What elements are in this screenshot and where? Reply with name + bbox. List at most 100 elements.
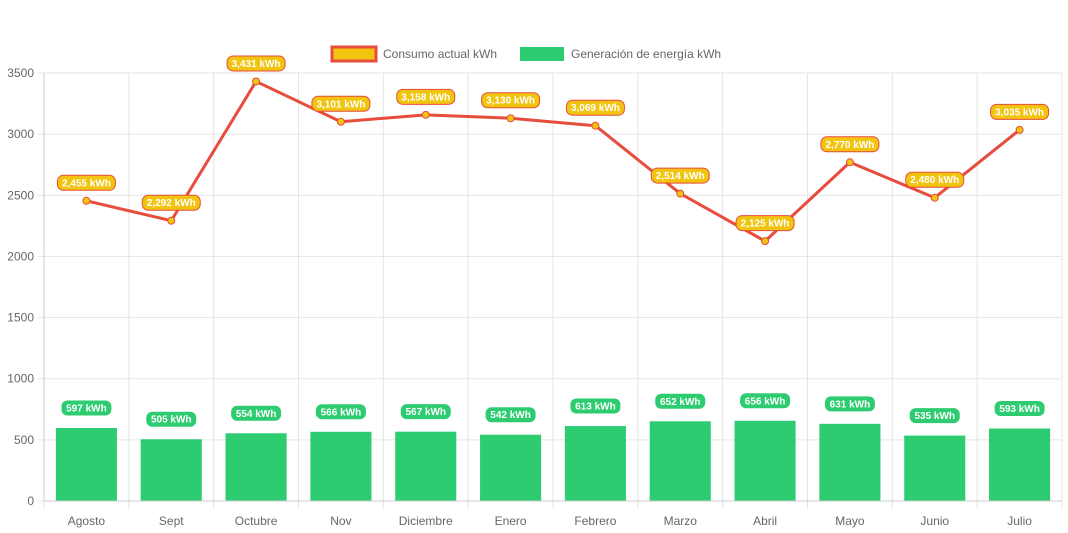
axes: 0 500 1000 1500 2000 2500 3000 3500 Agosto Sept Oc…: [7, 66, 1062, 528]
line-data-label: 3,035 kWh: [995, 107, 1044, 118]
bar-generacion: [734, 420, 796, 501]
line-label-badge: [396, 88, 456, 105]
line-label-badge: [990, 103, 1050, 120]
x-tick-label: Agosto: [68, 514, 106, 528]
bar-generacion: [55, 427, 117, 501]
y-tick-label: 1500: [7, 311, 34, 325]
line-data-label: 2,125 kWh: [741, 219, 790, 230]
bar-label-badge: [740, 393, 791, 409]
line-point-consumo: [167, 216, 176, 225]
line-consumo: [86, 79, 1021, 243]
bar-data-label: 597 kWh: [66, 403, 107, 414]
bar-data-label: 593 kWh: [999, 404, 1040, 415]
bar-label-badge: [570, 398, 621, 414]
y-tick-label: 3000: [7, 127, 34, 141]
bar-label-badge: [231, 405, 282, 421]
line-point-consumo: [1015, 125, 1024, 134]
x-tick-label: Abril: [753, 514, 777, 528]
line-data-label: 3,130 kWh: [486, 96, 535, 107]
line-point-consumo: [591, 121, 600, 130]
line-label-badge: [481, 92, 541, 109]
line-data-label: 2,455 kWh: [62, 178, 111, 189]
bar-label-badge: [655, 393, 706, 409]
bar-generacion: [904, 435, 966, 501]
x-tick-label: Enero: [495, 514, 527, 528]
bar-generacion: [649, 421, 711, 501]
line-point-consumo: [845, 158, 854, 167]
y-tick-label: 500: [14, 433, 34, 447]
line-data-label: 3,158 kWh: [401, 92, 450, 103]
bar-label-badge: [146, 411, 197, 427]
line-point-consumo: [336, 117, 345, 126]
bar-label-badge: [61, 400, 112, 416]
bar-data-label: 567 kWh: [405, 407, 446, 418]
bar-generacion: [310, 431, 372, 501]
bar-generacion: [989, 428, 1051, 501]
line-data-label: 3,101 kWh: [316, 99, 365, 110]
line-label-badge: [735, 215, 795, 232]
line-label-badge: [141, 194, 201, 211]
y-tick-label: 2500: [7, 188, 34, 202]
x-tick-label: Mayo: [835, 514, 865, 528]
legend-item-consumo[interactable]: Consumo actual kWh: [330, 45, 497, 63]
bar-data-label: 656 kWh: [745, 396, 786, 407]
x-tick-label: Febrero: [574, 514, 616, 528]
bar-data-label: 535 kWh: [914, 411, 955, 422]
data-labels: 597 kWh 505 kWh 554 kWh 566 kWh 567 kWh 542 k…: [56, 55, 1050, 427]
legend: Consumo actual kWh Generación de energía…: [330, 45, 721, 63]
bar-data-label: 631 kWh: [830, 399, 871, 410]
line-point-consumo: [252, 77, 261, 86]
grid: [38, 72, 1063, 509]
x-tick-label: Diciembre: [399, 514, 453, 528]
line-label-badge: [56, 174, 116, 191]
line-data-label: 2,770 kWh: [825, 140, 874, 151]
line-point-consumo: [930, 193, 939, 202]
x-tick-label: Octubre: [235, 514, 278, 528]
bar-label-badge: [824, 396, 875, 412]
line-point-consumo: [676, 189, 685, 198]
legend-swatch-generacion: [520, 47, 564, 61]
legend-label-consumo: Consumo actual kWh: [383, 47, 497, 61]
line-label-badge: [226, 55, 286, 72]
line-label-badge: [311, 95, 371, 112]
x-tick-label: Nov: [330, 514, 351, 528]
bar-label-badge: [400, 404, 451, 420]
bar-data-label: 542 kWh: [490, 410, 531, 421]
line-point-consumo: [506, 114, 515, 123]
line-data-label: 3,069 kWh: [571, 103, 620, 114]
bar-label-badge: [485, 407, 536, 423]
line-point-consumo: [82, 196, 91, 205]
y-tick-label: 1000: [7, 372, 34, 386]
bar-data-label: 566 kWh: [321, 407, 362, 418]
line-label-badge: [650, 167, 710, 184]
y-tick-label: 2000: [7, 249, 34, 263]
bar-generacion: [564, 426, 626, 501]
legend-item-generacion[interactable]: Generación de energía kWh: [520, 47, 721, 61]
bar-label-badge: [909, 408, 960, 424]
x-tick-label: Sept: [159, 514, 184, 528]
y-tick-label: 3500: [7, 66, 34, 80]
line-data-label: 3,431 kWh: [232, 59, 281, 70]
bar-generacion: [395, 431, 457, 501]
bar-data-label: 505 kWh: [151, 415, 192, 426]
line-data-label: 2,514 kWh: [656, 171, 705, 182]
x-tick-label: Julio: [1007, 514, 1032, 528]
x-tick-label: Marzo: [664, 514, 698, 528]
line-data-label: 2,292 kWh: [147, 198, 196, 209]
bar-series: [55, 420, 1051, 501]
legend-label-generacion: Generación de energía kWh: [571, 47, 721, 61]
bar-data-label: 652 kWh: [660, 397, 701, 408]
line-data-label: 2,480 kWh: [910, 175, 959, 186]
bar-label-badge: [994, 400, 1045, 416]
bar-data-label: 613 kWh: [575, 402, 616, 413]
line-label-badge: [565, 99, 625, 116]
line-series: [82, 77, 1024, 246]
bar-generacion: [140, 439, 202, 501]
bar-label-badge: [315, 404, 366, 420]
x-tick-label: Junio: [920, 514, 949, 528]
y-tick-label: 0: [27, 494, 34, 508]
bar-data-label: 554 kWh: [236, 409, 277, 420]
line-label-badge: [905, 171, 965, 188]
